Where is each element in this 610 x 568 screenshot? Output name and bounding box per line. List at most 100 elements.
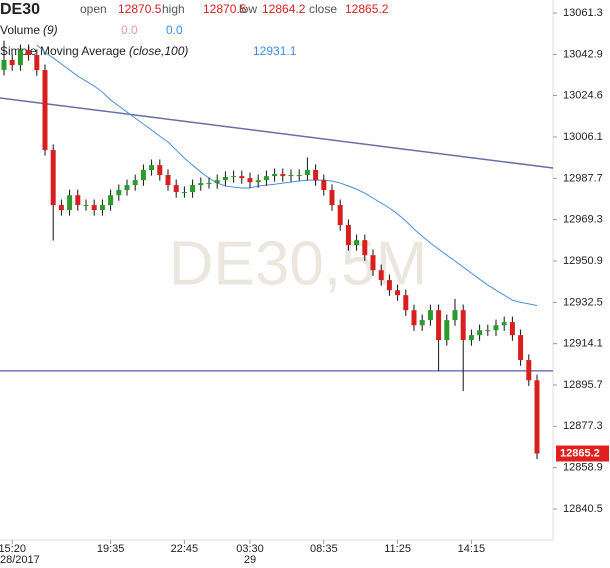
sma-line: [36, 44, 538, 306]
candle-body: [296, 174, 302, 176]
candle-body: [263, 176, 269, 181]
ohlc-value: 12865.2: [345, 2, 389, 16]
candle-body: [99, 205, 105, 211]
candle-body: [468, 335, 474, 341]
candle-body: [140, 170, 146, 181]
candle-body: [255, 180, 261, 183]
ohlc-label: low: [239, 2, 257, 16]
x-tick-label: 22:45: [171, 543, 199, 555]
y-tick-label: 13042.9: [563, 48, 603, 60]
candle-body: [157, 165, 163, 175]
candle-body: [354, 240, 360, 246]
candle-body: [321, 180, 327, 191]
candle-body: [509, 322, 515, 336]
candle-body: [272, 174, 278, 177]
candle-body: [526, 360, 532, 381]
candle-body: [378, 270, 384, 281]
volume-params: (9): [43, 23, 58, 37]
candle-body: [214, 180, 220, 184]
last-price-box: [556, 445, 609, 462]
candle-body: [173, 185, 179, 193]
candle-body: [337, 205, 343, 226]
candle-body: [411, 310, 417, 326]
watermark: DE30,5M: [169, 229, 427, 298]
candle-body: [329, 190, 335, 206]
x-tick-sublabel: 12/28/2017: [0, 554, 40, 566]
x-tick-label: 03:30: [236, 543, 264, 555]
trend-line: [0, 97, 554, 169]
y-tick-label: 13024.6: [563, 89, 603, 101]
candle-body: [75, 195, 81, 206]
candle-body: [67, 195, 73, 211]
candle-body: [493, 325, 499, 331]
candle-body: [91, 205, 97, 211]
candle-body: [222, 177, 228, 181]
candle-body: [501, 322, 507, 326]
ohlc-value: 12870.5: [203, 2, 247, 16]
candle-body: [247, 178, 253, 183]
y-tick-label: 12858.9: [563, 462, 603, 474]
candle-body: [58, 205, 64, 211]
x-tick-label: 11:25: [384, 543, 411, 555]
candle-body: [362, 240, 368, 256]
ohlc-value: 12864.2: [262, 2, 306, 16]
sma-value: 12931.1: [253, 44, 297, 58]
candle-body: [313, 170, 319, 181]
candle-body: [460, 310, 466, 341]
volume-value: 0.0: [166, 23, 183, 37]
x-tick-label: 14:15: [458, 543, 486, 555]
ohlc-label: close: [309, 2, 337, 16]
sma-name: Simple Moving Average: [0, 44, 126, 58]
candle-body: [42, 70, 48, 151]
ohlc-label: high: [162, 2, 185, 16]
candle-body: [419, 320, 425, 326]
candle-body: [1, 59, 7, 70]
y-tick-label: 12932.5: [563, 296, 603, 308]
candle-body: [288, 174, 294, 177]
candle-body: [124, 185, 130, 191]
candle-body: [83, 205, 89, 207]
candle-body: [132, 180, 138, 186]
y-tick-label: 12840.5: [563, 503, 603, 515]
candle-body: [436, 310, 442, 341]
y-tick-label: 12950.9: [563, 255, 603, 267]
candle-body: [534, 380, 540, 454]
candle-body: [239, 176, 245, 179]
candle-body: [403, 295, 409, 311]
candle-body: [477, 330, 483, 336]
candle-body: [190, 185, 196, 193]
x-tick-label: 15:20: [0, 543, 26, 555]
candle-body: [116, 190, 122, 196]
candle-body: [280, 174, 286, 177]
symbol: DE30: [0, 1, 40, 18]
candle-body: [108, 195, 114, 206]
y-tick-label: 12895.7: [563, 379, 603, 391]
candle-body: [370, 255, 376, 271]
sma-params: (close,100): [129, 44, 188, 58]
ohlc-value: 12870.5: [118, 2, 162, 16]
candle-body: [485, 330, 491, 332]
y-tick-label: 13006.1: [563, 131, 603, 143]
candle-body: [9, 59, 15, 66]
x-tick-label: 08:35: [310, 543, 338, 555]
candle-body: [304, 170, 310, 175]
y-tick-label: 12914.1: [563, 338, 603, 350]
y-tick-label: 13061.3: [563, 7, 603, 19]
y-tick-label: 12877.3: [563, 420, 603, 432]
volume-value: 0.0: [121, 23, 138, 37]
candle-body: [231, 176, 237, 178]
candle-body: [427, 310, 433, 321]
volume-name: Volume: [0, 23, 40, 37]
candle-body: [518, 335, 524, 361]
candle-body: [26, 50, 32, 56]
x-tick-sublabel: 29: [244, 554, 256, 566]
candle-body: [149, 165, 155, 171]
candle-body: [345, 225, 351, 246]
y-tick-label: 12987.7: [563, 172, 603, 184]
candle-body: [395, 290, 401, 296]
candle-body: [452, 310, 458, 321]
candle-body: [50, 150, 56, 206]
x-tick-label: 19:35: [97, 543, 125, 555]
candle-body: [17, 50, 23, 66]
